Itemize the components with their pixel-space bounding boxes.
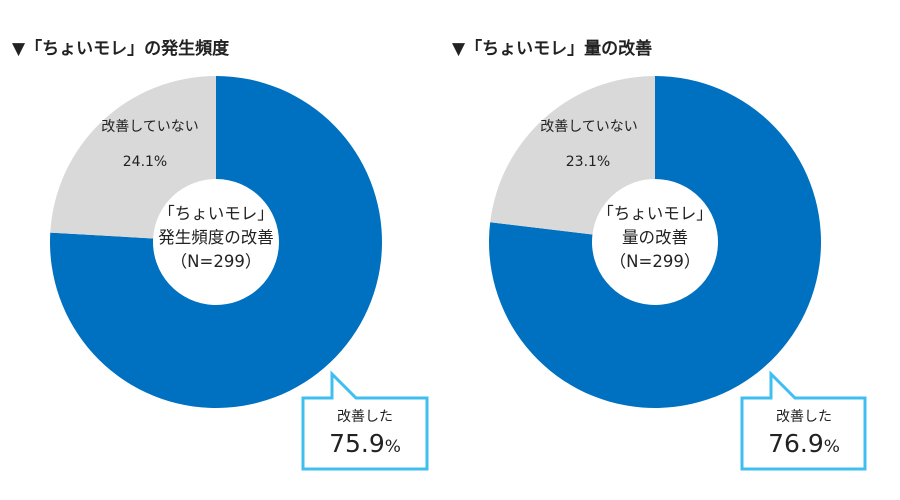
callout-value-improved: 76.9% [768,429,840,458]
callout-unit: % [385,437,401,457]
center-label-line-3: （N=299） [171,252,262,271]
callout-label-improved: 改善した [337,409,393,425]
callout-unit: % [824,437,840,457]
center-label-line-2: 量の改善 [622,228,688,247]
slice-label-not-improved: 改善していない [101,119,199,135]
chart-title-amount: ▼「ちょいモレ」量の改善 [452,39,653,59]
slice-improved [489,76,821,409]
callout-improved [301,370,429,471]
callout-number: 76.9 [768,429,824,458]
center-label-line-2: 発生頻度の改善 [158,228,274,247]
callout-improved [740,370,867,471]
slice-value-not-improved: 23.1% [566,154,610,170]
center-label-line-3: （N=299） [610,252,701,271]
slice-not-improved [490,76,655,235]
chart-title-frequency: ▼「ちょいモレ」の発生頻度 [12,39,230,59]
callout-value-improved: 75.9% [329,429,401,458]
slice-not-improved [50,76,216,239]
slice-improved [49,76,383,408]
center-label-line-1: 「ちょいモレ」 [158,204,274,223]
slice-value-not-improved: 24.1% [123,154,167,170]
callout-number: 75.9 [329,429,385,458]
callout-label-improved: 改善した [776,409,832,425]
donut-chart-amount: 改善していない 23.1% 「ちょいモレ」 量の改善 （N=299） 改善した … [489,76,867,471]
donut-chart-frequency: 改善していない 24.1% 「ちょいモレ」 発生頻度の改善 （N=299） 改善… [49,76,429,471]
center-label-line-1: 「ちょいモレ」 [597,204,713,223]
slice-label-not-improved: 改善していない [540,119,638,135]
